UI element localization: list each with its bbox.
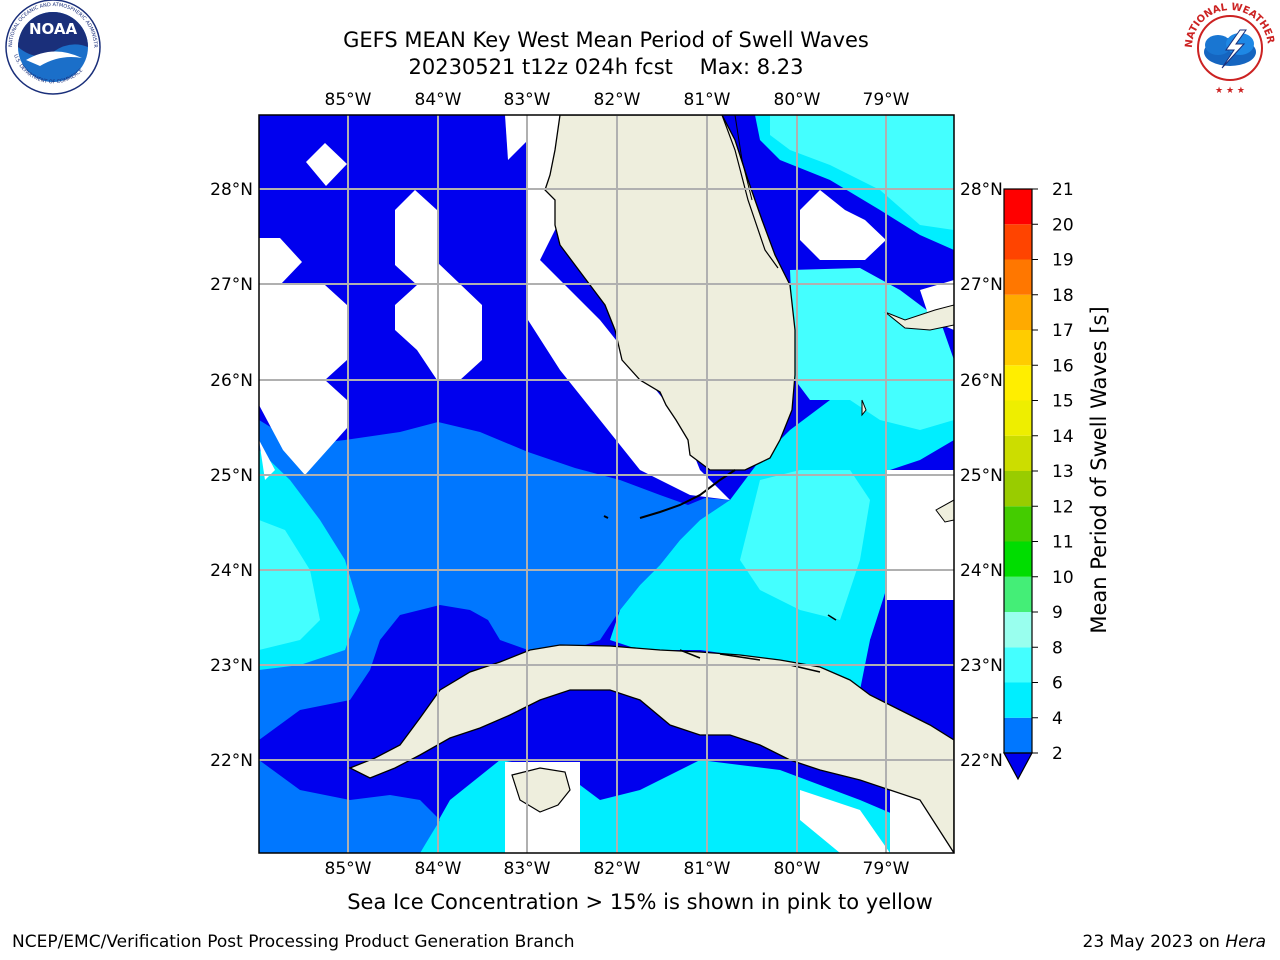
colorbar-tick-label: 21 — [1052, 180, 1074, 200]
lon-label: 81°W — [684, 859, 731, 879]
chart-title-line2: 20230521 t12z 024h fcst Max: 8.23 — [408, 55, 804, 79]
footer-date-text: 23 May 2023 on — [1082, 932, 1226, 952]
footer-credit: NCEP/EMC/Verification Post Processing Pr… — [12, 932, 575, 952]
lon-label: 85°W — [325, 859, 372, 879]
swell-6-8-region-atlantic — [790, 268, 954, 430]
lon-labels-bottom: 85°W 84°W 83°W 82°W 81°W 80°W 79°W — [325, 859, 910, 879]
bahamas-islands — [861, 304, 954, 523]
lon-label: 83°W — [504, 859, 551, 879]
lat-label: 24°N — [210, 561, 253, 581]
colorbar-swatch — [1004, 259, 1032, 295]
sea-ice-caption: Sea Ice Concentration > 15% is shown in … — [347, 890, 933, 914]
florida-land — [544, 115, 796, 471]
lon-label: 85°W — [325, 90, 372, 110]
colorbar-swatch — [1004, 682, 1032, 718]
lat-label: 23°N — [960, 656, 1003, 676]
lon-label: 81°W — [684, 90, 731, 110]
chart-title-line1: GEFS MEAN Key West Mean Period of Swell … — [343, 28, 869, 52]
lon-labels-top: 85°W 84°W 83°W 82°W 81°W 80°W 79°W — [325, 90, 910, 110]
lat-label: 23°N — [210, 656, 253, 676]
florida-keys — [639, 469, 736, 519]
colorbar-tick-label: 14 — [1052, 427, 1074, 447]
footer-date: 23 May 2023 on Hera — [1083, 932, 1267, 952]
lat-label: 27°N — [960, 275, 1003, 295]
lat-label: 25°N — [210, 466, 253, 486]
map-grid — [259, 115, 954, 853]
colorbar-swatch — [1004, 541, 1032, 577]
lat-labels-left: 28°N 27°N 26°N 25°N 24°N 23°N 22°N — [210, 180, 253, 771]
colorbar-tick-label: 13 — [1052, 462, 1074, 482]
colorbar-tick-label: 9 — [1052, 603, 1063, 623]
colorbar-tick-label: 12 — [1052, 497, 1074, 517]
lon-label: 80°W — [774, 90, 821, 110]
lon-label: 80°W — [774, 859, 821, 879]
colorbar-label: Mean Period of Swell Waves [s] — [1087, 306, 1111, 633]
map-area — [259, 115, 954, 853]
lon-label: 82°W — [594, 90, 641, 110]
colorbar-swatch — [1004, 294, 1032, 330]
lat-label: 26°N — [210, 371, 253, 391]
swell-6-8-region-gulf-west — [259, 520, 320, 650]
lat-label: 28°N — [210, 180, 253, 200]
colorbar-tick-label: 15 — [1052, 392, 1074, 412]
swell-6-8-region-east — [770, 115, 954, 230]
cuba-land — [348, 644, 954, 853]
lat-label: 25°N — [960, 466, 1003, 486]
cuban-cays — [679, 649, 821, 673]
colorbar-tick-label: 6 — [1052, 674, 1063, 694]
lat-label: 22°N — [960, 751, 1003, 771]
svg-text:NATIONAL WEATHER SERVICE: NATIONAL WEATHER SERVICE — [0, 0, 1276, 48]
footer-host: Hera — [1225, 932, 1266, 952]
lat-label: 28°N — [960, 180, 1003, 200]
colorbar-swatch — [1004, 612, 1032, 648]
colorbar-tick-label: 16 — [1052, 356, 1074, 376]
colorbar-under-triangle — [1002, 752, 1034, 781]
colorbar-swatch — [1004, 365, 1032, 401]
swell-6-8-region-keys — [740, 470, 870, 620]
lat-label: 27°N — [210, 275, 253, 295]
colorbar-swatch — [1004, 647, 1032, 683]
lon-label: 79°W — [863, 90, 910, 110]
colorbar-swatch — [1004, 189, 1032, 225]
colorbar-tick-label: 10 — [1052, 568, 1074, 588]
noaa-logo: NOAA NATIONAL OCEANIC AND ATMOSPHERIC AD… — [0, 0, 101, 95]
colorbar-tick-label: 18 — [1052, 286, 1074, 306]
swell-2-4-region — [259, 420, 730, 740]
colorbar-tick-label: 19 — [1052, 251, 1074, 271]
nws-ring-text: NATIONAL WEATHER SERVICE — [0, 0, 1276, 48]
colorbar-tick-label: 20 — [1052, 215, 1074, 235]
noaa-logo-text: NOAA — [29, 20, 78, 38]
colorbar-swatch — [1004, 435, 1032, 471]
lon-label: 83°W — [504, 90, 551, 110]
colorbar-tick-label: 8 — [1052, 638, 1063, 658]
lat-labels-right: 28°N 27°N 26°N 25°N 24°N 23°N 22°N — [960, 180, 1003, 771]
colorbar-swatch — [1004, 400, 1032, 436]
lon-label: 82°W — [594, 859, 641, 879]
lat-label: 24°N — [960, 561, 1003, 581]
colorbar-tick-label: 11 — [1052, 533, 1074, 553]
colorbar-swatch — [1004, 330, 1032, 366]
colorbar-tick-label: 17 — [1052, 321, 1074, 341]
swell-2-4-region-south — [259, 760, 440, 853]
colorbar: 2 4 6 8 9 10 11 12 13 14 15 16 17 18 19 20 21 — [1002, 180, 1074, 781]
lat-label: 22°N — [210, 751, 253, 771]
colorbar-swatch — [1004, 506, 1032, 542]
colorbar-swatch — [1004, 576, 1032, 612]
lon-label: 84°W — [415, 859, 462, 879]
nws-stars-icon: ★ ★ ★ — [1215, 86, 1245, 96]
map-frame — [258, 114, 955, 854]
lat-label: 26°N — [960, 371, 1003, 391]
nws-logo: NATIONAL WEATHER SERVICE ★ ★ ★ — [0, 0, 1277, 96]
colorbar-swatch — [1004, 717, 1032, 753]
colorbar-swatch — [1004, 471, 1032, 507]
lon-label: 84°W — [415, 90, 462, 110]
colorbar-tick-label: 2 — [1052, 744, 1063, 764]
colorbar-swatch — [1004, 224, 1032, 260]
lon-label: 79°W — [863, 859, 910, 879]
colorbar-tick-label: 4 — [1052, 709, 1063, 729]
